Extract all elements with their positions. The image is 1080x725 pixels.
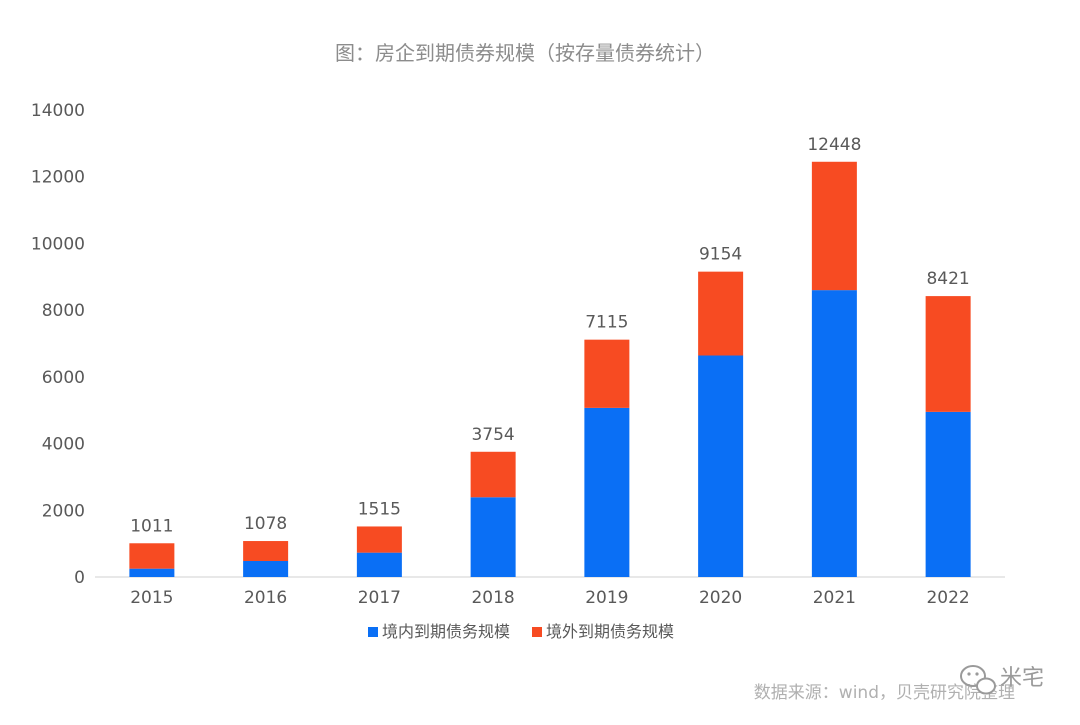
total-label: 9154 xyxy=(699,245,742,265)
bar-overseas xyxy=(698,271,744,356)
watermark-text: 米宅 xyxy=(1000,666,1044,691)
y-tick-label: 0 xyxy=(74,568,85,588)
bar-overseas xyxy=(129,543,175,569)
legend-swatch xyxy=(368,627,378,637)
x-tick-label: 2015 xyxy=(130,588,173,608)
x-tick-label: 2017 xyxy=(358,588,401,608)
x-tick-label: 2022 xyxy=(926,588,969,608)
bar-domestic xyxy=(811,290,857,577)
bar-domestic xyxy=(356,552,402,577)
bar-overseas xyxy=(470,451,516,498)
total-label: 1515 xyxy=(358,499,401,519)
x-tick-label: 2020 xyxy=(699,588,742,608)
legend-label: 境外到期债务规模 xyxy=(546,622,674,641)
y-tick-label: 6000 xyxy=(42,368,85,388)
bar-domestic xyxy=(925,411,971,577)
source-note: 数据来源：wind，贝壳研究院整理 xyxy=(754,683,1015,703)
total-label: 12448 xyxy=(807,135,861,155)
wechat-bubble-icon xyxy=(960,665,996,695)
y-tick-label: 2000 xyxy=(42,501,85,521)
bar-overseas xyxy=(356,526,402,553)
x-tick-label: 2018 xyxy=(471,588,514,608)
x-axis: 2015 2016 2017 2018 2019 2020 2021 2022 xyxy=(130,588,970,608)
bar-domestic xyxy=(243,560,289,577)
chart-title: 图：房企到期债券规模（按存量债券统计） xyxy=(335,41,715,65)
y-tick-label: 10000 xyxy=(31,234,85,254)
bar-overseas xyxy=(925,296,971,412)
y-tick-label: 14000 xyxy=(31,101,85,121)
total-label: 7115 xyxy=(585,313,628,333)
bar-domestic xyxy=(698,355,744,577)
legend-label: 境内到期债务规模 xyxy=(382,622,510,641)
x-tick-label: 2016 xyxy=(244,588,287,608)
bar-overseas xyxy=(243,541,289,561)
x-tick-label: 2021 xyxy=(813,588,856,608)
bars: 1011 1078 1515 3754 7115 9154 12448 8421 xyxy=(129,135,971,577)
y-tick-label: 8000 xyxy=(42,301,85,321)
y-axis: 0 2000 4000 6000 8000 10000 12000 14000 xyxy=(31,101,85,588)
total-label: 8421 xyxy=(926,269,969,289)
bar-domestic xyxy=(470,497,516,577)
total-label: 3754 xyxy=(471,425,514,445)
y-tick-label: 12000 xyxy=(31,168,85,188)
y-tick-label: 4000 xyxy=(42,435,85,455)
x-tick-label: 2019 xyxy=(585,588,628,608)
bar-domestic xyxy=(129,568,175,577)
total-label: 1011 xyxy=(130,516,173,536)
legend: 境内到期债务规模 境外到期债务规模 xyxy=(368,622,674,641)
bar-overseas xyxy=(584,339,630,408)
bar-overseas xyxy=(811,161,857,291)
bar-domestic xyxy=(584,407,630,577)
legend-swatch xyxy=(532,627,542,637)
total-label: 1078 xyxy=(244,514,287,534)
watermark: 米宅 xyxy=(960,665,1044,695)
